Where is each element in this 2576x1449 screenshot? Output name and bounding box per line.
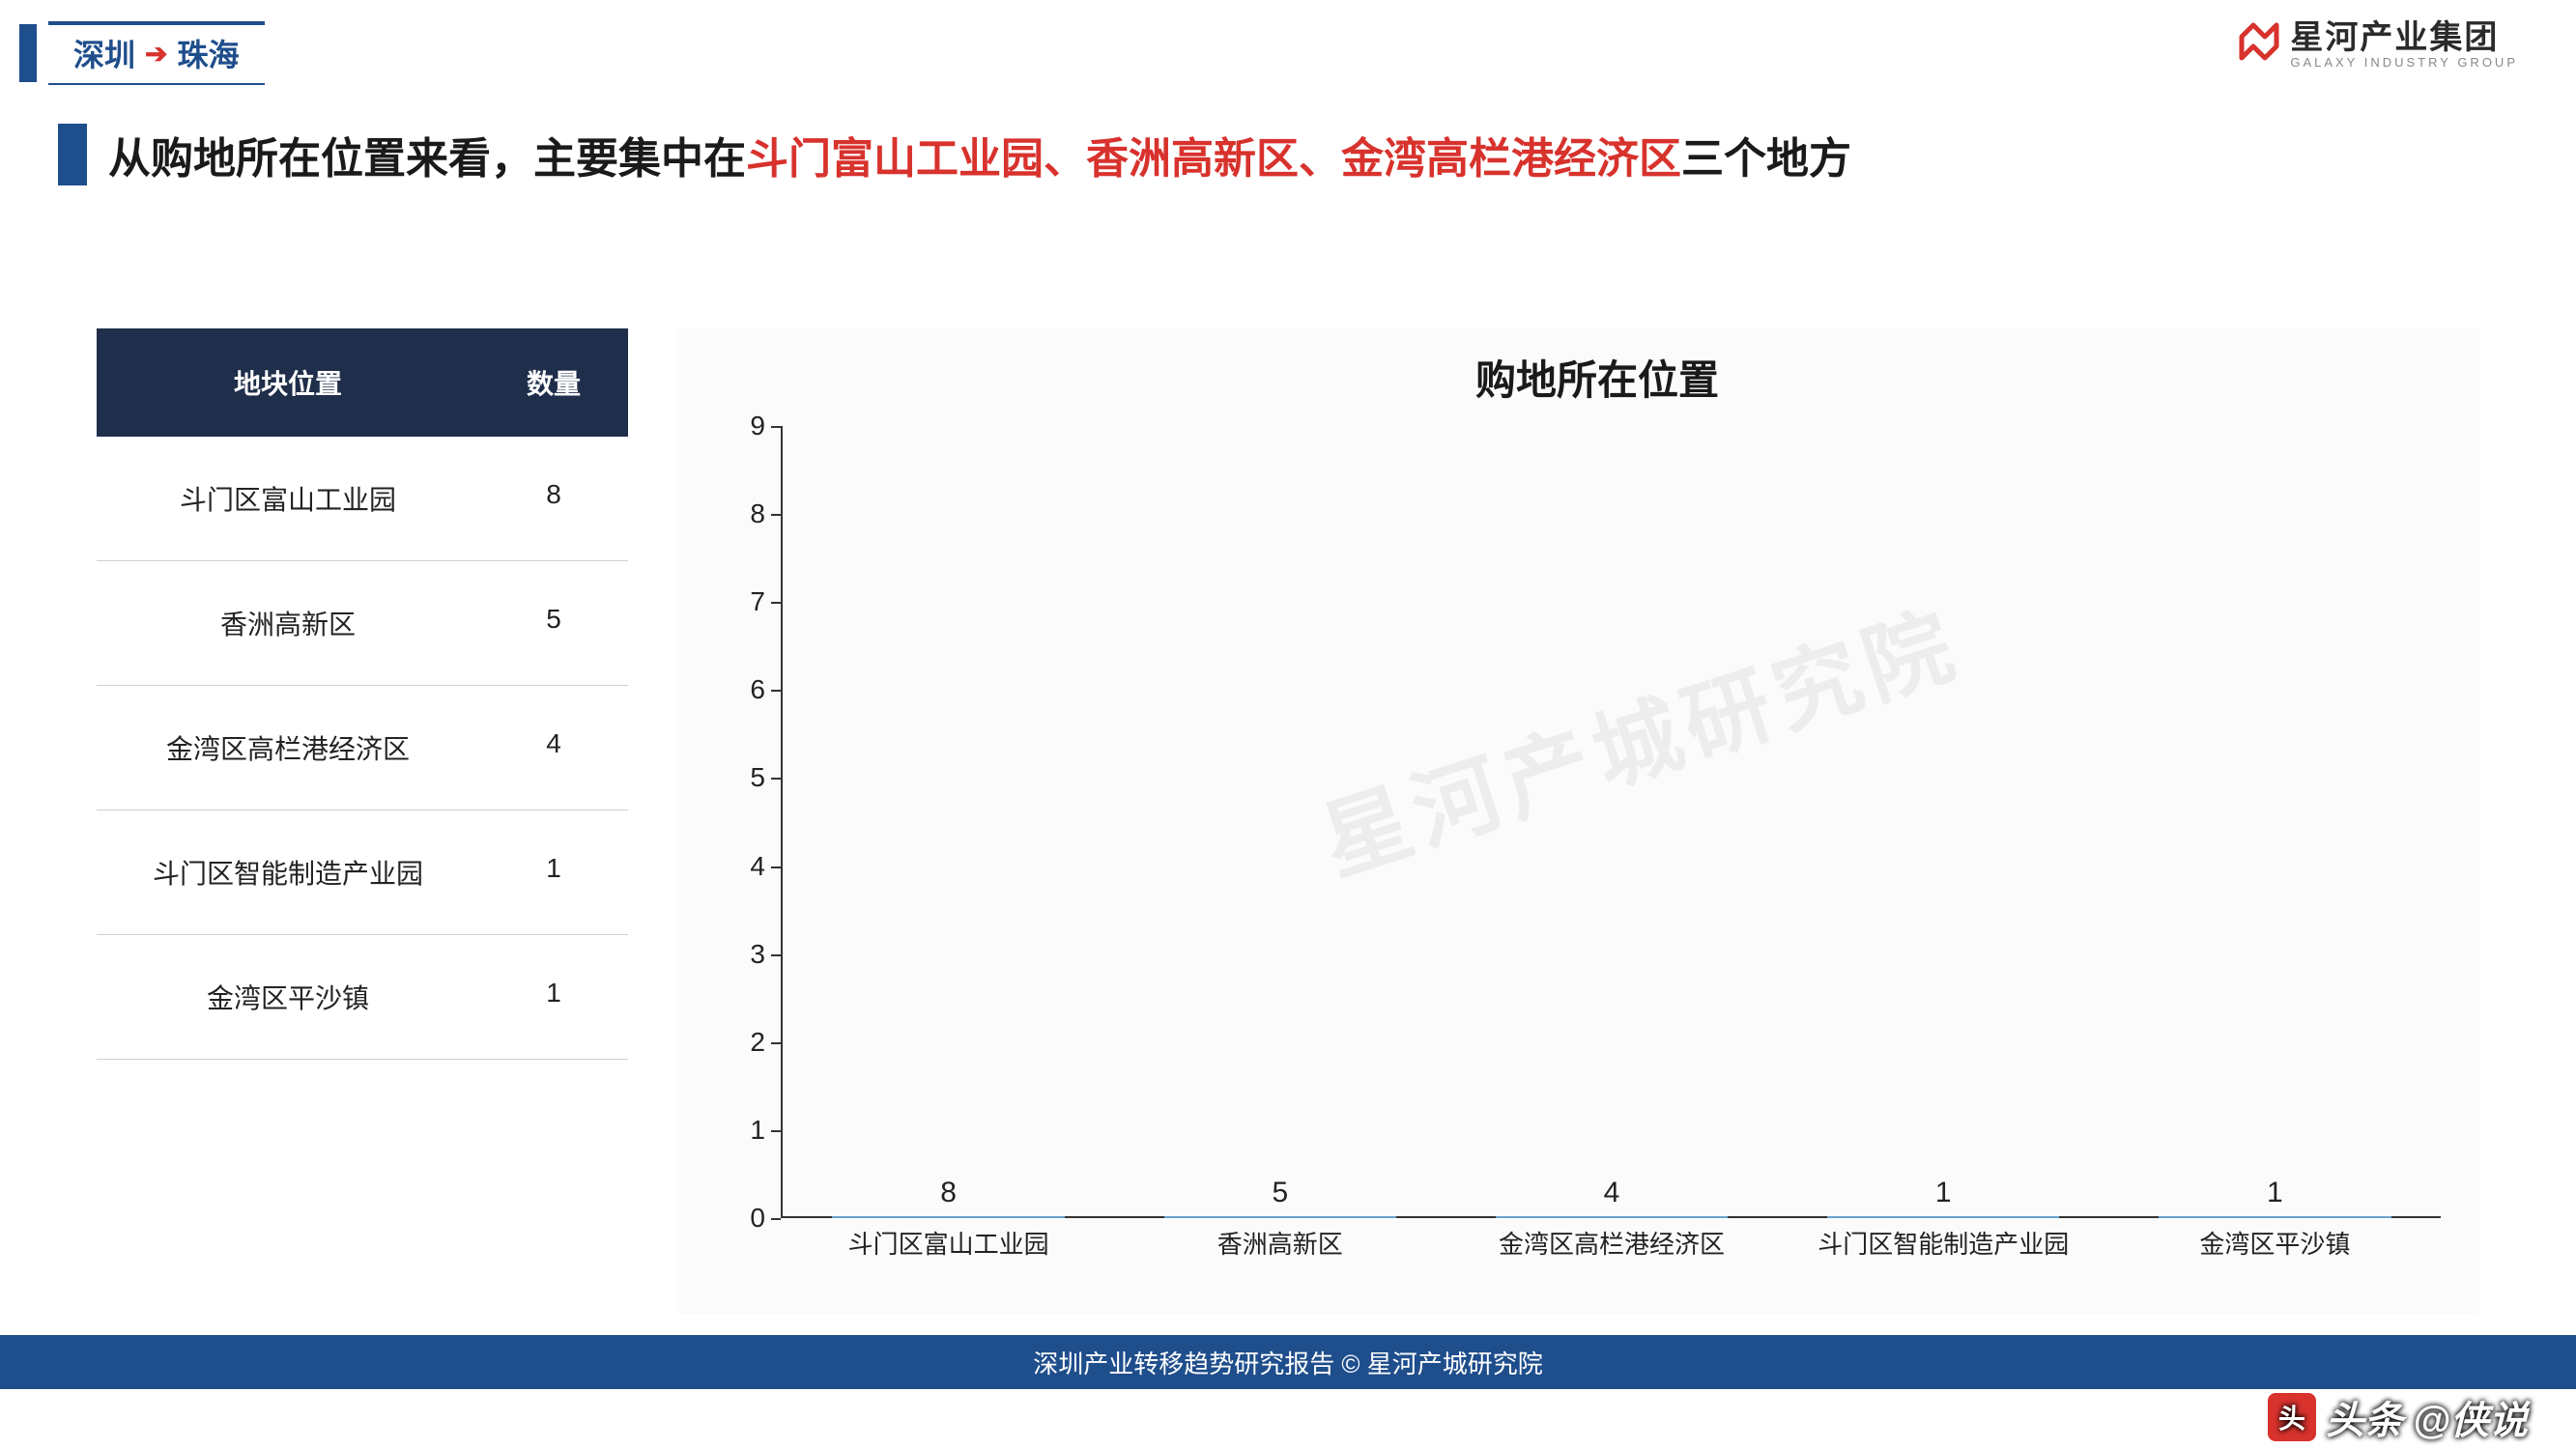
cell-location: 香洲高新区 xyxy=(97,561,479,685)
title-highlight: 斗门富山工业园、香洲高新区、金湾高栏港经济区 xyxy=(746,135,1681,183)
company-logo: 星河产业集团 GALAXY INDUSTRY GROUP xyxy=(2234,17,2518,73)
table-row: 金湾区高栏港经济区4 xyxy=(97,686,628,810)
bar: 4 xyxy=(1496,1216,1728,1218)
y-tick xyxy=(771,954,781,956)
table-row: 斗门区富山工业园8 xyxy=(97,437,628,561)
bar-value-label: 1 xyxy=(1828,1177,2058,1209)
y-tick-label: 9 xyxy=(750,411,765,441)
bar: 5 xyxy=(1164,1216,1396,1218)
table-row: 斗门区智能制造产业园1 xyxy=(97,810,628,935)
table-row: 香洲高新区5 xyxy=(97,561,628,686)
credit-badge: 头 头条 @侠说 xyxy=(2268,1389,2528,1445)
bar: 1 xyxy=(2159,1216,2390,1218)
y-tick-label: 7 xyxy=(750,586,765,617)
title-accent-bar xyxy=(58,124,87,185)
footer-text: 深圳产业转移趋势研究报告 © 星河产城研究院 xyxy=(1033,1345,1543,1380)
credit-prefix: 头条 xyxy=(2326,1389,2403,1445)
cell-location: 金湾区高栏港经济区 xyxy=(97,686,479,810)
header-quantity: 数量 xyxy=(479,328,628,437)
y-tick-label: 1 xyxy=(750,1115,765,1146)
cell-quantity: 4 xyxy=(479,686,628,810)
table-row: 金湾区平沙镇1 xyxy=(97,935,628,1060)
x-category-label: 金湾区平沙镇 xyxy=(2076,1230,2475,1260)
bar-chart: 星河产城研究院 购地所在位置 0123456789 8斗门区富山工业园5香洲高新… xyxy=(676,328,2479,1314)
y-axis: 0123456789 xyxy=(754,426,783,1218)
credit-icon: 头 xyxy=(2268,1393,2316,1441)
cell-quantity: 1 xyxy=(479,935,628,1059)
location-table: 地块位置 数量 斗门区富山工业园8香洲高新区5金湾区高栏港经济区4斗门区智能制造… xyxy=(97,328,628,1314)
title-post: 三个地方 xyxy=(1681,135,1851,183)
breadcrumb-from: 深圳 xyxy=(73,31,135,75)
cell-quantity: 5 xyxy=(479,561,628,685)
header-location: 地块位置 xyxy=(97,328,479,437)
breadcrumb-tab: 深圳 ➔ 珠海 xyxy=(48,21,265,85)
title-pre: 从购地所在位置来看，主要集中在 xyxy=(108,135,746,183)
y-tick xyxy=(771,867,781,868)
logo-text-cn: 星河产业集团 xyxy=(2290,21,2518,56)
y-tick-label: 2 xyxy=(750,1027,765,1058)
cell-quantity: 1 xyxy=(479,810,628,934)
bar-value-label: 8 xyxy=(833,1177,1063,1209)
bar-value-label: 4 xyxy=(1497,1177,1727,1209)
bar-value-label: 5 xyxy=(1165,1177,1395,1209)
header-accent-bar xyxy=(19,24,37,82)
y-tick xyxy=(771,1042,781,1044)
cell-quantity: 8 xyxy=(479,437,628,560)
cell-location: 斗门区智能制造产业园 xyxy=(97,810,479,934)
breadcrumb: 深圳 ➔ 珠海 xyxy=(19,21,265,85)
arrow-icon: ➔ xyxy=(145,38,167,70)
credit-handle: @侠说 xyxy=(2413,1389,2528,1445)
y-tick xyxy=(771,426,781,428)
y-tick-label: 4 xyxy=(750,851,765,882)
y-tick xyxy=(771,1218,781,1220)
page-title: 从购地所在位置来看，主要集中在斗门富山工业园、香洲高新区、金湾高栏港经济区三个地… xyxy=(108,124,1851,185)
y-tick-label: 8 xyxy=(750,498,765,529)
bar: 1 xyxy=(1827,1216,2059,1218)
table-header: 地块位置 数量 xyxy=(97,328,628,437)
logo-text-en: GALAXY INDUSTRY GROUP xyxy=(2290,56,2518,70)
bar-value-label: 1 xyxy=(2160,1177,2390,1209)
logo-icon xyxy=(2234,17,2282,73)
chart-title: 购地所在位置 xyxy=(754,348,2441,407)
content-area: 地块位置 数量 斗门区富山工业园8香洲高新区5金湾区高栏港经济区4斗门区智能制造… xyxy=(97,328,2479,1314)
y-tick xyxy=(771,690,781,692)
x-axis: 8斗门区富山工业园5香洲高新区4金湾区高栏港经济区1斗门区智能制造产业园1金湾区… xyxy=(783,1216,2441,1218)
chart-plot-area: 0123456789 8斗门区富山工业园5香洲高新区4金湾区高栏港经济区1斗门区… xyxy=(754,426,2441,1218)
y-tick xyxy=(771,1130,781,1132)
y-tick-label: 6 xyxy=(750,674,765,705)
cell-location: 金湾区平沙镇 xyxy=(97,935,479,1059)
y-tick-label: 5 xyxy=(750,762,765,793)
page-title-row: 从购地所在位置来看，主要集中在斗门富山工业园、香洲高新区、金湾高栏港经济区三个地… xyxy=(58,124,1851,185)
y-tick xyxy=(771,602,781,604)
breadcrumb-to: 珠海 xyxy=(177,31,239,75)
y-tick-label: 3 xyxy=(750,939,765,970)
footer-bar: 深圳产业转移趋势研究报告 © 星河产城研究院 xyxy=(0,1335,2576,1389)
bar: 8 xyxy=(832,1216,1064,1218)
cell-location: 斗门区富山工业园 xyxy=(97,437,479,560)
y-tick xyxy=(771,514,781,516)
y-tick xyxy=(771,778,781,780)
